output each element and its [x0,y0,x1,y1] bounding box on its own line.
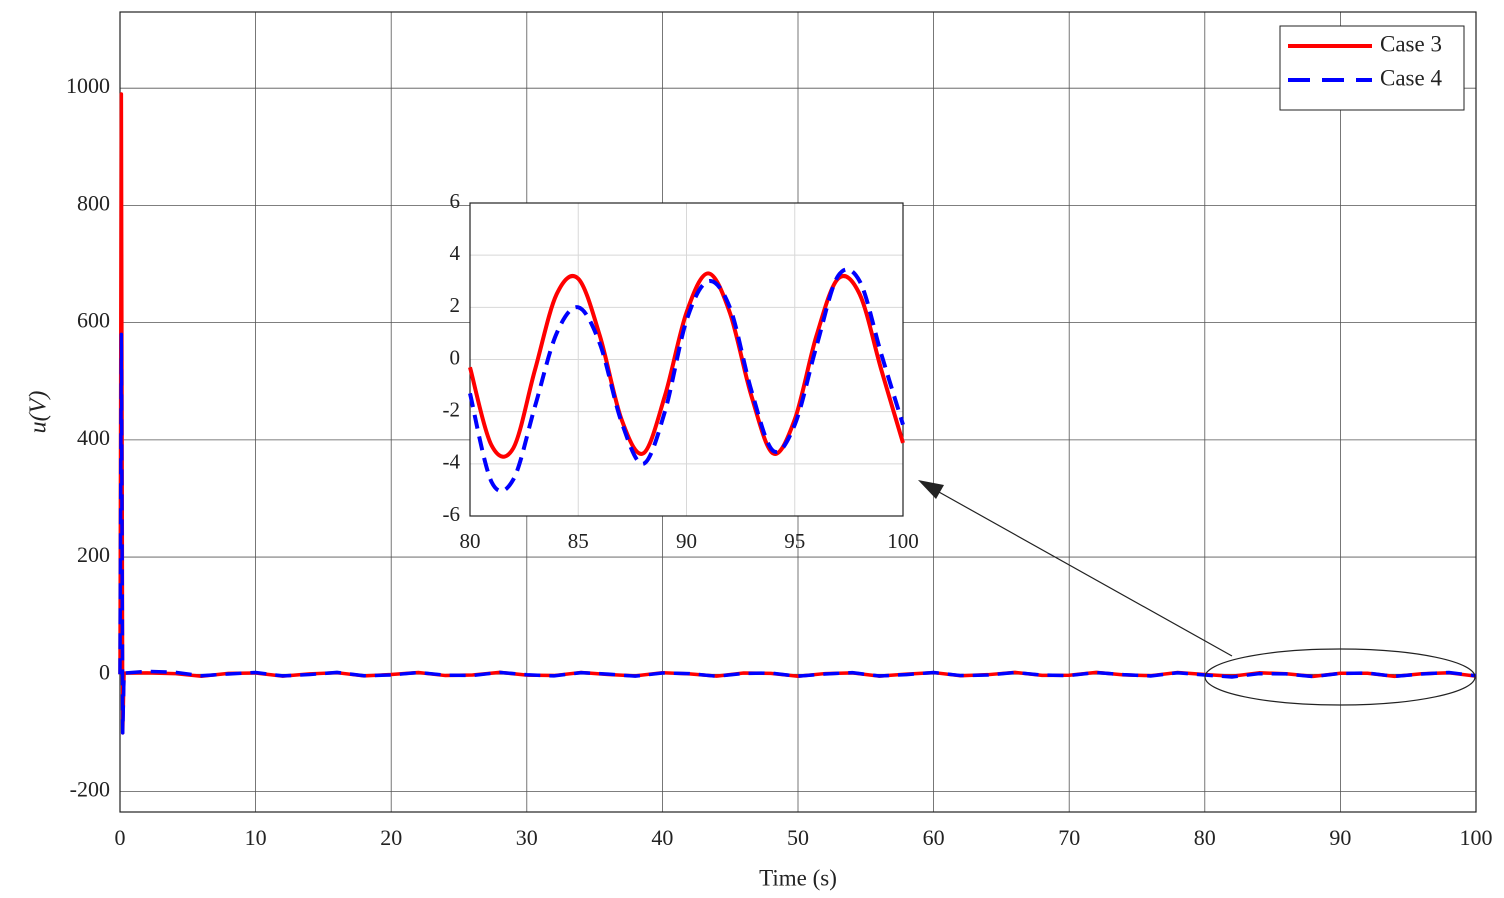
x-tick-label: 80 [460,529,481,553]
y-tick-label: 200 [77,542,110,567]
y-tick-label: 0 [450,345,461,369]
x-tick-label: 0 [115,825,126,850]
x-tick-label: 90 [676,529,697,553]
y-tick-label: 0 [99,659,110,684]
x-tick-label: 100 [1460,825,1493,850]
y-tick-label: -2 [443,397,461,421]
zoom-ellipse [1204,648,1476,706]
x-tick-label: 95 [784,529,805,553]
x-tick-label: 30 [516,825,538,850]
series-line [118,332,1477,735]
y-tick-label: 400 [77,425,110,450]
x-tick-label: 80 [1194,825,1216,850]
y-tick-label: 800 [77,190,110,215]
y-tick-label: 2 [450,293,461,317]
x-tick-label: 20 [380,825,402,850]
legend-label: Case 4 [1380,65,1442,90]
x-tick-label: 10 [245,825,267,850]
axes-frame [469,202,904,517]
x-axis-label: Time (s) [759,865,837,890]
y-tick-label: 1000 [66,73,110,98]
x-tick-label: 70 [1058,825,1080,850]
x-tick-label: 60 [923,825,945,850]
legend-box [1279,25,1465,111]
zoom-arrowhead [918,480,944,499]
x-tick-label: 40 [651,825,673,850]
series-line [468,267,905,493]
x-tick-label: 50 [787,825,809,850]
y-tick-label: 600 [77,308,110,333]
x-tick-label: 100 [887,529,919,553]
legend-label: Case 3 [1380,31,1442,56]
y-axis-label: u(V) [26,391,52,434]
y-tick-label: 4 [450,241,461,265]
y-tick-label: -200 [70,777,110,802]
x-tick-label: 85 [568,529,589,553]
y-tick-label: 6 [450,189,461,213]
y-tick-label: -4 [443,450,461,474]
y-tick-label: -6 [443,502,461,526]
zoom-arrow [929,486,1233,657]
x-tick-label: 90 [1329,825,1351,850]
